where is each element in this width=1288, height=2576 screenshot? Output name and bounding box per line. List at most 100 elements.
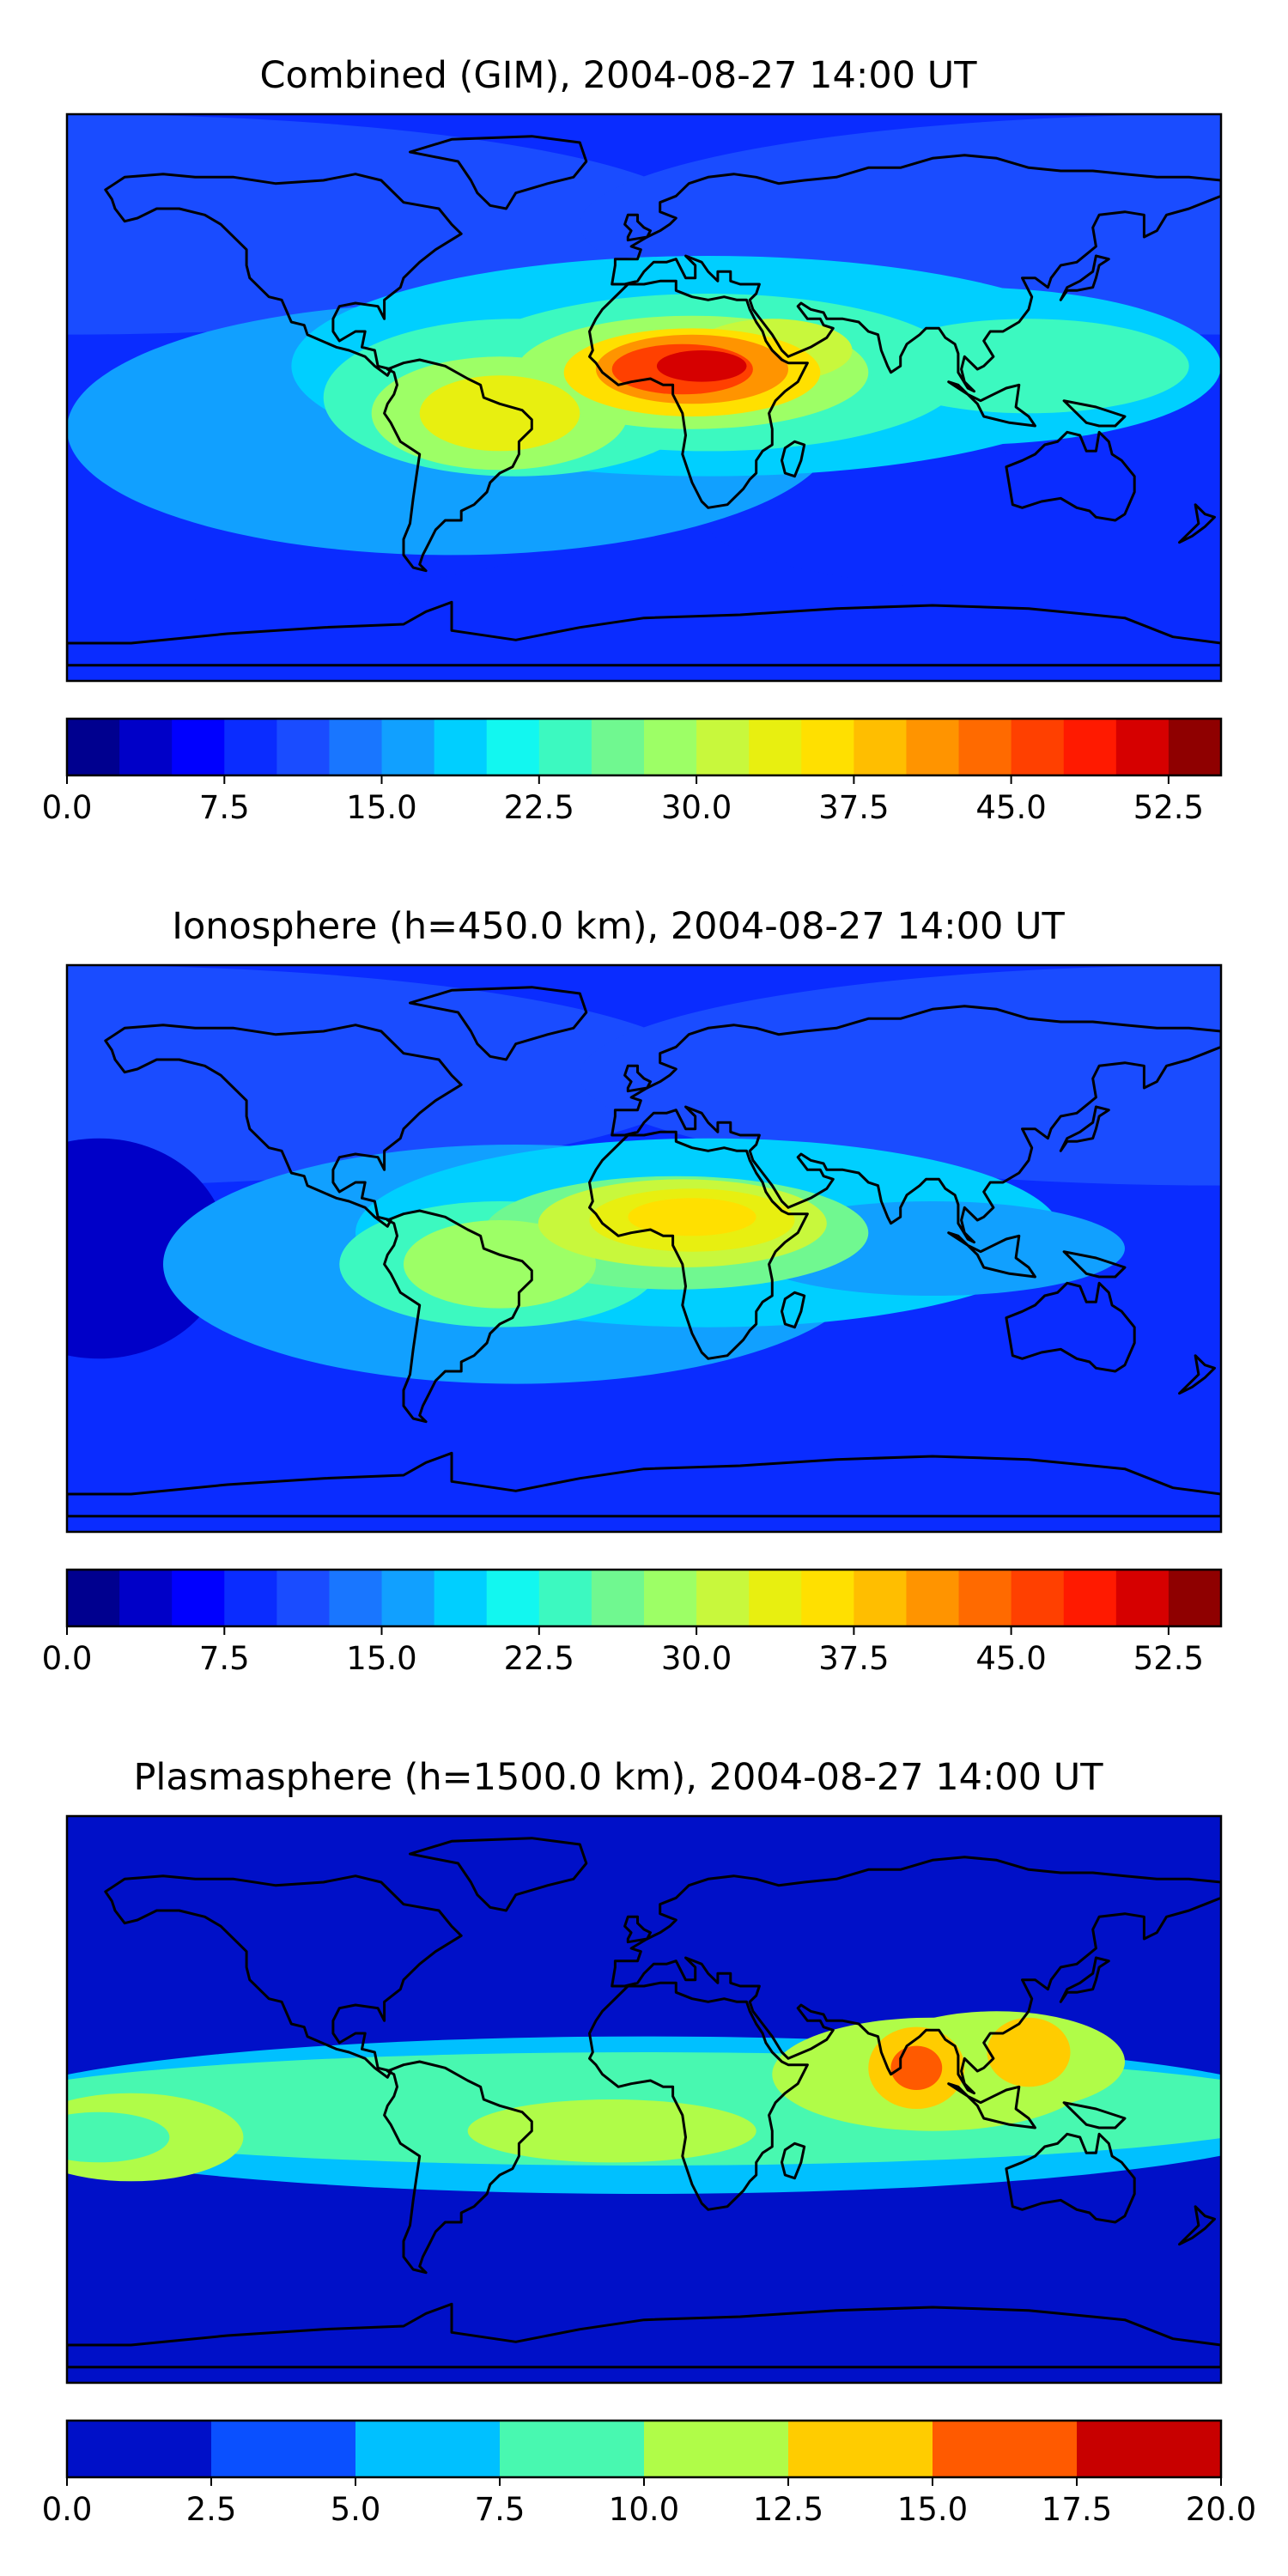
- colorbar-tick-label: 37.5: [818, 789, 889, 826]
- map-frame: [65, 112, 1223, 683]
- colorbar-tick-label: 52.5: [1133, 789, 1204, 826]
- colorbar-swatch: [591, 1570, 645, 1626]
- colorbar-swatch: [224, 1570, 277, 1626]
- colorbar-frame: [65, 1568, 1223, 1628]
- colorbar-tick-label: 37.5: [818, 1640, 889, 1677]
- map-frame: [65, 1814, 1223, 2385]
- colorbar-swatch: [788, 2421, 933, 2477]
- coastline-south-america: [383, 2060, 533, 2275]
- colorbar: 0.0 2.5 5.0 7.5 10.0 12.5 15.0 17.5 20.0: [42, 2419, 1256, 2528]
- colorbar-swatch: [67, 719, 120, 775]
- coastline-europe: [611, 154, 1221, 393]
- coastline-new-guinea: [1062, 2101, 1127, 2129]
- colorbar-swatch: [67, 1570, 120, 1626]
- map-area: [65, 963, 1223, 1534]
- colorbar-swatch: [906, 1570, 960, 1626]
- coastline-uk: [623, 213, 652, 242]
- coastline-africa: [588, 1981, 809, 2211]
- colorbar-swatch: [958, 1570, 1012, 1626]
- coastline-antarctica: [67, 600, 1221, 667]
- coastline-new-zealand: [1178, 1354, 1216, 1395]
- coastline-japan: [1059, 254, 1110, 301]
- colorbar-swatch: [172, 1570, 225, 1626]
- colorbar-swatch: [486, 1570, 540, 1626]
- colorbar-swatch: [749, 719, 802, 775]
- coastline-new-zealand: [1178, 2205, 1216, 2246]
- coastline-indonesia: [947, 2082, 1036, 2129]
- coastline-antarctica: [67, 2302, 1221, 2369]
- colorbar-swatch: [644, 719, 697, 775]
- colorbar-swatch: [1168, 1570, 1222, 1626]
- coastlines: [67, 1837, 1221, 2369]
- coastline-new-guinea: [1062, 399, 1127, 428]
- colorbar-swatch: [1077, 2421, 1222, 2477]
- colorbar-swatch: [1011, 1570, 1065, 1626]
- colorbar-tick-label: 0.0: [42, 2491, 93, 2528]
- coastline-madagascar: [781, 2142, 806, 2180]
- colorbar-swatch: [538, 1570, 592, 1626]
- colorbar-swatch: [696, 719, 750, 775]
- colorbar-swatch: [119, 1570, 173, 1626]
- colorbar-swatch: [801, 719, 854, 775]
- coastline-north-america: [104, 1024, 463, 1228]
- colorbar-tick-label: 22.5: [504, 789, 574, 826]
- coastline-greenland: [409, 1837, 588, 1912]
- colorbar-tick-label: 5.0: [331, 2491, 381, 2528]
- colorbar-tick-label: 15.0: [346, 1640, 416, 1677]
- colorbar: 0.0 7.5 15.0 22.5 30.0 37.5 45.0 52.5: [42, 717, 1223, 826]
- colorbar-tick-label: 10.0: [609, 2491, 679, 2528]
- colorbar-swatch: [329, 719, 383, 775]
- contour-region: [987, 2017, 1071, 2087]
- colorbar-swatch: [591, 719, 645, 775]
- colorbar-swatch: [1063, 1570, 1117, 1626]
- map-area: [65, 1814, 1223, 2385]
- colorbar-swatch: [500, 2421, 645, 2477]
- colorbar-tick-label: 30.0: [661, 789, 732, 826]
- contour-region: [404, 1220, 596, 1309]
- colorbar-swatch: [276, 719, 331, 775]
- coastline-japan: [1059, 1956, 1110, 2003]
- map-frame: [65, 963, 1223, 1534]
- panel-plasmasphere: Plasmasphere (h=1500.0 km), 2004-08-27 1…: [42, 1756, 1257, 2528]
- coastline-south-america: [383, 358, 533, 573]
- coastline-greenland: [409, 986, 588, 1061]
- colorbar-swatch: [854, 719, 908, 775]
- coastline-africa: [588, 1130, 809, 1360]
- colorbar-swatch: [933, 2421, 1078, 2477]
- panel-combined: Combined (GIM), 2004-08-27 14:00 UT 0.0 7…: [42, 54, 1223, 826]
- contour-region: [67, 2111, 170, 2163]
- colorbar-swatch: [538, 719, 592, 775]
- colorbar-swatch: [1063, 719, 1117, 775]
- coastline-indonesia: [947, 380, 1036, 428]
- colorbar-tick-label: 45.0: [975, 1640, 1046, 1677]
- colorbar-tick-label: 7.5: [199, 1640, 250, 1677]
- colorbar-swatch: [67, 2421, 212, 2477]
- colorbar-swatch: [1168, 719, 1222, 775]
- panel-title: Ionosphere (h=450.0 km), 2004-08-27 14:0…: [172, 905, 1065, 948]
- coastline-indonesia: [947, 1231, 1036, 1279]
- coastline-japan: [1059, 1105, 1110, 1152]
- colorbar-swatch: [211, 2421, 356, 2477]
- coastline-south-america: [383, 1209, 533, 1424]
- coastline-antarctica: [67, 1451, 1221, 1518]
- colorbar-tick-label: 15.0: [897, 2491, 968, 2528]
- coastline-europe: [611, 1005, 1221, 1244]
- contour-region: [580, 965, 1221, 1186]
- contour-region: [628, 1198, 756, 1236]
- coastlines: [67, 135, 1221, 667]
- colorbar-swatch: [381, 719, 435, 775]
- colorbar-swatch: [434, 1570, 488, 1626]
- colorbar: 0.0 7.5 15.0 22.5 30.0 37.5 45.0 52.5: [42, 1568, 1223, 1677]
- coastline-uk: [623, 1915, 652, 1944]
- coastline-australia: [1005, 430, 1136, 522]
- coastline-europe: [611, 1856, 1221, 2095]
- coastline-north-america: [104, 173, 463, 377]
- colorbar-swatch: [119, 719, 173, 775]
- colorbar-frame: [65, 717, 1223, 777]
- colorbar-tick-label: 15.0: [346, 789, 416, 826]
- coastline-new-zealand: [1178, 503, 1216, 544]
- colorbar-swatch: [434, 719, 488, 775]
- colorbar-swatch: [696, 1570, 750, 1626]
- contour-region: [868, 319, 1189, 414]
